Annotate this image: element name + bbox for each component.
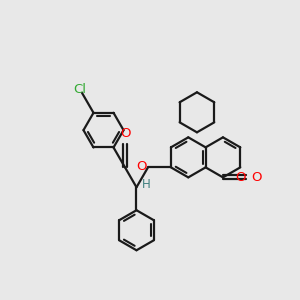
Text: O: O [136,160,146,173]
Text: Cl: Cl [74,83,87,96]
Text: H: H [142,178,151,191]
Text: O: O [120,127,131,140]
Text: O: O [251,171,262,184]
Text: O: O [236,171,246,184]
